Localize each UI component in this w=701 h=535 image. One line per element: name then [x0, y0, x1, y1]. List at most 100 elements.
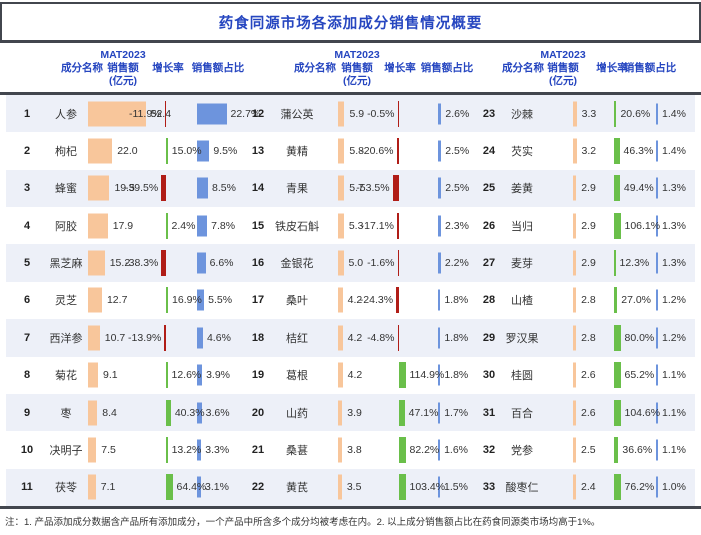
growth-bar — [614, 474, 621, 501]
growth-bar — [161, 175, 166, 202]
growth-bar — [164, 100, 166, 127]
sales-bar — [88, 325, 100, 351]
growth-value: 80.0% — [624, 331, 655, 344]
share-value: 1.8% — [444, 331, 469, 344]
row-rank: 8 — [23, 369, 31, 382]
sales-bar — [573, 474, 576, 500]
ingredient-name: 当归 — [511, 220, 533, 233]
sales-value: 2.4 — [581, 481, 596, 494]
growth-value: 13.2% — [171, 443, 202, 456]
row-rank: 9 — [23, 406, 31, 419]
ingredient-name: 百合 — [511, 407, 533, 420]
row-rank: 29 — [482, 331, 496, 344]
ingredient-name: 桂圆 — [511, 370, 533, 383]
growth-bar — [166, 212, 168, 239]
column-header-sales: MAT2023 销售额 (亿元) — [100, 49, 145, 88]
growth-bar — [399, 399, 405, 426]
sales-value: 2.5 — [581, 443, 596, 456]
growth-value: -53.5% — [356, 182, 390, 195]
table-row: 5 黑芝麻 15.2 -38.3% 6.6% 16 金银花 5.0 -1.6% 2.2% 27 麦芽 2… — [6, 244, 695, 282]
share-bar — [438, 364, 441, 386]
share-bar — [197, 289, 205, 311]
row-rank: 20 — [251, 406, 265, 419]
sales-bar — [573, 250, 577, 276]
growth-value: 65.2% — [624, 369, 655, 382]
share-value: 4.6% — [206, 331, 231, 344]
sales-value: 5.9 — [349, 107, 365, 120]
growth-bar — [399, 362, 406, 389]
growth-value: 40.3% — [174, 406, 205, 419]
share-value: 1.1% — [662, 369, 686, 382]
share-bar — [656, 439, 658, 461]
sales-value: 2.8 — [581, 331, 596, 344]
row-rank: 32 — [482, 443, 496, 456]
share-bar — [656, 364, 658, 386]
growth-value: -0.5% — [367, 107, 395, 120]
share-value: 8.5% — [212, 182, 236, 195]
growth-bar — [164, 324, 166, 351]
growth-bar — [166, 362, 168, 389]
share-value: 22.7% — [230, 107, 261, 120]
ingredient-name: 阿胶 — [55, 220, 77, 233]
share-bar — [197, 476, 202, 498]
growth-value: 2.4% — [171, 219, 196, 232]
sales-value: 3.8 — [347, 443, 362, 456]
growth-value: 27.0% — [621, 294, 652, 307]
share-bar — [656, 402, 658, 424]
column-header-sales-line: 销售额 — [341, 62, 373, 74]
growth-bar — [614, 175, 620, 202]
growth-bar — [396, 212, 399, 239]
sales-value: 2.9 — [581, 257, 596, 270]
sales-value: 22.0 — [117, 145, 138, 158]
sales-bar — [573, 362, 576, 388]
sales-value: 3.2 — [581, 145, 597, 158]
column-header-growth: 增长率 — [384, 62, 416, 74]
sales-value: 4.2 — [347, 294, 363, 307]
growth-value: 104.6% — [624, 406, 661, 419]
sales-value: 10.7 — [104, 331, 126, 344]
table-row: 2 枸杞 22.0 15.0% 9.5% 13 黄精 5.8 -20.6% 2.5% 24 芡实 3.2… — [6, 132, 695, 169]
share-value: 1.4% — [662, 107, 686, 120]
share-value: 1.3% — [662, 219, 686, 232]
column-header-sales: MAT2023 销售额 (亿元) — [540, 49, 585, 88]
sales-value: 7.5 — [101, 443, 116, 456]
share-bar — [656, 252, 658, 274]
share-value: 1.4% — [662, 145, 686, 158]
row-rank: 30 — [482, 369, 496, 382]
share-bar — [656, 476, 658, 498]
share-bar — [197, 177, 209, 199]
ingredient-name: 党参 — [511, 444, 533, 457]
sales-bar — [338, 175, 345, 201]
share-bar — [438, 439, 441, 461]
share-bar — [656, 140, 658, 162]
ingredient-name: 枣 — [60, 407, 72, 420]
share-bar — [197, 402, 202, 424]
ingredient-name: 枸杞 — [55, 146, 77, 159]
share-bar — [656, 215, 658, 237]
share-value: 1.5% — [444, 481, 468, 494]
growth-value: 47.1% — [408, 406, 439, 419]
column-header-name: 成分名称 — [294, 62, 336, 74]
row-rank: 7 — [23, 331, 31, 344]
sales-bar — [88, 175, 110, 201]
growth-bar — [614, 287, 618, 314]
sales-bar — [573, 213, 577, 239]
ingredient-name: 茯苓 — [55, 482, 77, 495]
ingredient-name: 决明子 — [49, 444, 83, 457]
row-rank: 4 — [23, 219, 31, 232]
sales-bar — [88, 437, 97, 463]
share-bar — [438, 289, 441, 311]
growth-bar — [166, 287, 169, 314]
row-rank: 31 — [482, 406, 496, 419]
growth-value: 64.4% — [176, 481, 207, 494]
sales-bar — [88, 213, 108, 239]
share-bar — [438, 177, 442, 199]
column-header-sales-line: 销售额 — [107, 62, 139, 74]
row-rank: 25 — [482, 182, 496, 195]
ingredient-name: 人参 — [55, 108, 77, 121]
sales-bar — [88, 474, 96, 500]
share-bar — [656, 327, 658, 349]
row-rank: 14 — [251, 182, 265, 195]
growth-value: 20.6% — [620, 107, 651, 120]
column-header-sales-line: (亿元) — [108, 75, 137, 87]
